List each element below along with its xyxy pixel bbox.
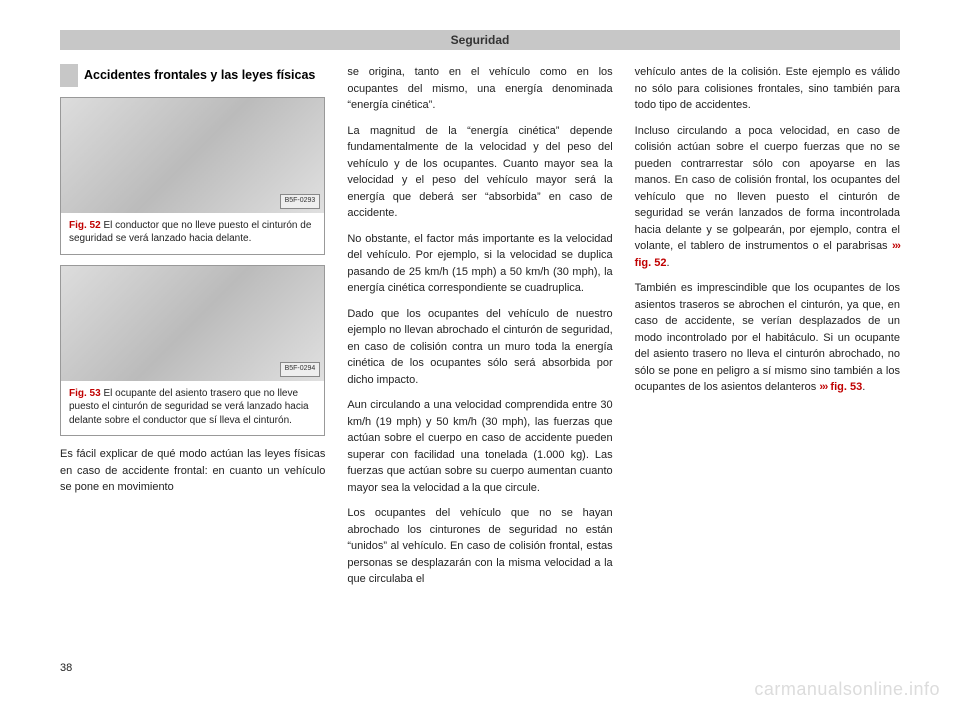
col3-p2-tail: . <box>666 257 669 269</box>
col2-p2: La magnitud de la “energía cinética” dep… <box>347 123 612 222</box>
fig-53-ref: fig. 53 <box>830 381 862 393</box>
column-2: se origina, tanto en el vehículo como en… <box>347 64 612 597</box>
watermark: carmanualsonline.info <box>754 679 940 700</box>
figure-52-caption: Fig. 52 El conductor que no lleve puesto… <box>61 213 324 254</box>
col2-p4: Dado que los ocupantes del vehículo de n… <box>347 306 612 389</box>
col3-p3-text: También es imprescindible que los ocupan… <box>635 282 900 393</box>
ref-arrows-icon: ››› <box>819 381 827 393</box>
fig-52-ref: fig. 52 <box>635 257 667 269</box>
figure-53-caption-text: El ocupante del asiento trasero que no l… <box>69 388 309 426</box>
col3-p1: vehículo antes de la colisión. Este ejem… <box>635 64 900 114</box>
page-number: 38 <box>60 662 72 674</box>
figure-53-image: B5F-0294 <box>61 266 324 381</box>
col2-p5: Aun circulando a una velocidad comprendi… <box>347 397 612 496</box>
figure-52: B5F-0293 Fig. 52 El conductor que no lle… <box>60 97 325 255</box>
col3-p2-text: Incluso circulando a poca velocidad, en … <box>635 125 900 253</box>
col2-p3: No obstante, el factor más importante es… <box>347 231 612 297</box>
ref-arrows-icon: ››› <box>892 240 900 252</box>
col1-p1: Es fácil explicar de qué modo actúan las… <box>60 446 325 496</box>
figure-52-image: B5F-0293 <box>61 98 324 213</box>
figure-52-plate: B5F-0293 <box>280 194 321 209</box>
figure-52-label: Fig. 52 <box>69 220 101 231</box>
figure-53-caption: Fig. 53 El ocupante del asiento trasero … <box>61 381 324 436</box>
content-columns: Accidentes frontales y las leyes físicas… <box>60 64 900 597</box>
section-title-text: Accidentes frontales y las leyes físicas <box>84 64 315 87</box>
figure-53-label: Fig. 53 <box>69 388 101 399</box>
header-band: Seguridad <box>60 30 900 50</box>
col2-p1: se origina, tanto en el vehículo como en… <box>347 64 612 114</box>
figure-52-caption-text: El conductor que no lleve puesto el cint… <box>69 220 311 245</box>
section-title: Accidentes frontales y las leyes físicas <box>60 64 325 87</box>
column-1: Accidentes frontales y las leyes físicas… <box>60 64 325 597</box>
section-title-bar <box>60 64 78 87</box>
figure-53: B5F-0294 Fig. 53 El ocupante del asiento… <box>60 265 325 437</box>
col3-p3: También es imprescindible que los ocupan… <box>635 280 900 396</box>
figure-53-plate: B5F-0294 <box>280 362 321 377</box>
col3-p3-tail: . <box>862 381 865 393</box>
col3-p2: Incluso circulando a poca velocidad, en … <box>635 123 900 272</box>
page: Seguridad Accidentes frontales y las ley… <box>0 0 960 708</box>
col2-p6: Los ocupantes del vehículo que no se hay… <box>347 505 612 588</box>
column-3: vehículo antes de la colisión. Este ejem… <box>635 64 900 597</box>
